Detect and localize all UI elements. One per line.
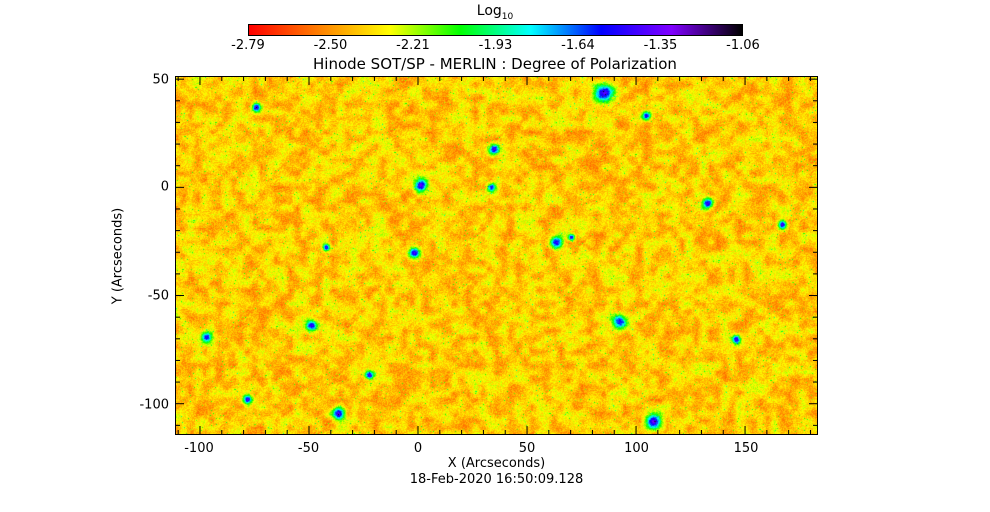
heatmap-image [176, 77, 817, 434]
y-axis-label: Y (Arcseconds) [110, 207, 126, 305]
colorbar-tick-label: -1.64 [561, 38, 595, 53]
colorbar-tick-label: -1.06 [726, 38, 760, 53]
colorbar-title-subscript: 10 [501, 11, 514, 22]
x-tick-label: 100 [624, 441, 649, 456]
x-tick-label: 50 [518, 441, 536, 456]
colorbar-tick-label: -2.21 [396, 38, 430, 53]
colorbar-tick-label: -1.35 [643, 38, 678, 53]
y-tick-label: 50 [152, 72, 169, 88]
x-tick-label: -50 [297, 441, 320, 456]
observation-timestamp: 18-Feb-2020 16:50:09.128 [409, 472, 584, 487]
y-tick-label: -100 [139, 397, 169, 413]
x-tick-label: -100 [184, 441, 214, 456]
colorbar [248, 24, 743, 36]
axis-ticks [176, 77, 817, 434]
colorbar-tick-label: -2.79 [231, 38, 265, 53]
heatmap-plot-area [175, 76, 818, 435]
colorbar-tick-label: -1.93 [478, 38, 513, 53]
x-tick-label: 150 [733, 441, 759, 456]
colorbar-title: Log10 [0, 3, 990, 22]
colorbar-tick-label: -2.50 [313, 38, 348, 53]
x-axis-label: X (Arcseconds) [447, 456, 546, 471]
y-tick-label: -50 [147, 288, 169, 304]
y-tick-label: 0 [160, 179, 169, 195]
x-tick-label: 0 [413, 441, 423, 456]
colorbar-title-main: Log [476, 3, 502, 19]
plot-title: Hinode SOT/SP - MERLIN : Degree of Polar… [313, 55, 677, 73]
